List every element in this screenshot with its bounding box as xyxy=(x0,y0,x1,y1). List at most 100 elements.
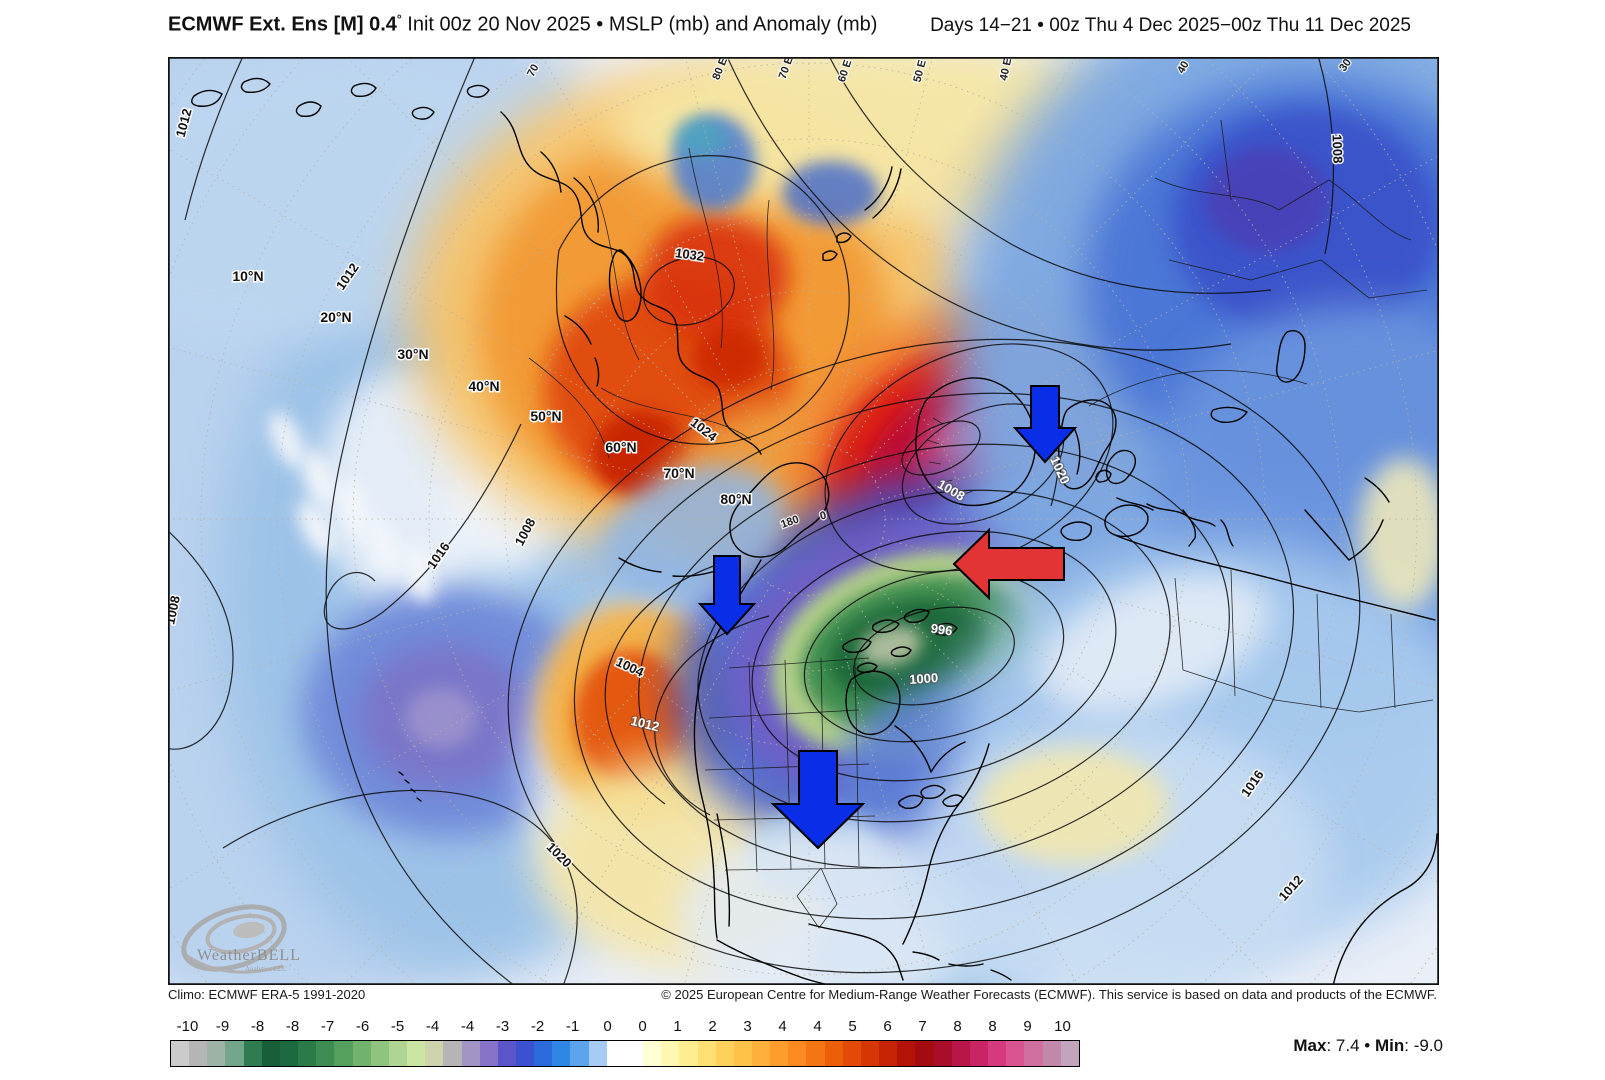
contour-label: 1032 xyxy=(674,245,705,264)
colorbar-segment xyxy=(661,1041,680,1066)
colorbar-segment xyxy=(951,1041,970,1066)
red-left-arrow-pole xyxy=(952,527,1065,601)
colorbar-segment xyxy=(552,1041,571,1066)
isobar-contours xyxy=(169,58,1361,984)
colorbar-tick-label: 4 xyxy=(778,1018,787,1035)
colorbar-tick-label: -1 xyxy=(565,1018,580,1035)
latitude-labels: 10°N 20°N 30°N 40°N 50°N 60°N 70°N 80°N xyxy=(231,267,753,509)
colorbar-segment xyxy=(534,1041,553,1066)
colorbar-segment xyxy=(370,1041,389,1066)
logo-sub-text: Analytics LLC xyxy=(245,965,287,973)
colorbar-segment xyxy=(352,1041,371,1066)
colorbar-tick-label: -5 xyxy=(390,1018,405,1035)
colorbar-tick-label: 7 xyxy=(918,1018,927,1035)
colorbar-tick-label: -2 xyxy=(530,1018,545,1035)
max-value: 7.4 xyxy=(1335,1036,1360,1055)
blue-down-arrow-barents xyxy=(1012,385,1078,464)
latitude-label: 70°N xyxy=(663,465,694,481)
colorbar-segment xyxy=(407,1041,426,1066)
latitude-label: 80°N xyxy=(720,491,751,507)
colorbar-tick-labels: -10 -9 -8 -8 -7 -6 -5 -4 -4 -3 -2 -1 0 0 1 2 3 4 4 5 6 7 8 8 9 10 xyxy=(170,1018,1080,1035)
colorbar-segment xyxy=(1060,1041,1079,1066)
colorbar-segment xyxy=(915,1041,934,1066)
logo-swirl-inner xyxy=(205,913,277,955)
colorbar-tick-label: 0 xyxy=(638,1018,647,1035)
colorbar-tick-label: -9 xyxy=(215,1018,230,1035)
meridian-label: 0 xyxy=(819,510,828,523)
latitude-label: 40°N xyxy=(468,378,499,394)
colorbar-segment xyxy=(225,1041,244,1066)
page-title: ECMWF Ext. Ens [M] 0.4° Init 00z 20 Nov … xyxy=(168,12,877,37)
colorbar-segment xyxy=(860,1041,880,1066)
valid-period: Days 14−21 • 00z Thu 4 Dec 2025−00z Thu … xyxy=(930,14,1411,36)
map-footer: Climo: ECMWF ERA-5 1991-2020 © 2025 Euro… xyxy=(168,987,1437,1002)
latitude-label: 60°N xyxy=(605,439,636,455)
colorbar-tick-label: 4 xyxy=(813,1018,822,1035)
colorbar-segment xyxy=(588,1041,607,1066)
colorbar-tick-label: -3 xyxy=(495,1018,510,1035)
colorbar-segment xyxy=(243,1041,262,1066)
colorbar-segment xyxy=(189,1041,208,1066)
contour-label: 996 xyxy=(930,621,954,639)
colorbar-segment xyxy=(497,1041,516,1066)
colorbar-segment xyxy=(897,1041,916,1066)
logo-brand-text: WeatherBELL xyxy=(197,947,301,964)
colorbar-tick-label: -10 xyxy=(176,1018,199,1035)
colorbar-segment xyxy=(570,1041,589,1066)
colorbar-segment xyxy=(479,1041,498,1066)
colorbar-segment xyxy=(171,1041,190,1066)
colorbar-segment xyxy=(806,1041,825,1066)
min-label: Min xyxy=(1374,1036,1405,1055)
colorbar-segment xyxy=(788,1041,807,1066)
colorbar-segment xyxy=(733,1041,752,1066)
colorbar-tick-label: -8 xyxy=(285,1018,300,1035)
colorbar-tick-label: -4 xyxy=(460,1018,475,1035)
coastlines xyxy=(191,77,1438,984)
colorbar-tick-label: -4 xyxy=(425,1018,440,1035)
colorbar-tick-label: 8 xyxy=(953,1018,962,1035)
anomaly-shading xyxy=(169,58,1438,984)
colorbar-segment xyxy=(606,1041,625,1066)
logo-swirl-core xyxy=(233,921,265,939)
colorbar-tick-label: 9 xyxy=(1023,1018,1032,1035)
logo-swoosh xyxy=(186,954,284,974)
colorbar-segment xyxy=(461,1041,480,1066)
colorbar-tick-label: 2 xyxy=(708,1018,717,1035)
colorbar-segment xyxy=(443,1041,462,1066)
colorbar-segment xyxy=(933,1041,952,1066)
colorbar-segment xyxy=(261,1041,280,1066)
map-canvas: 1012 1012 1016 1008 1008 1024 1032 1008 1020 996 1… xyxy=(168,57,1439,985)
colorbar-segment xyxy=(279,1041,299,1066)
latitude-label: 30°N xyxy=(397,346,428,362)
max-label: Max xyxy=(1293,1036,1327,1055)
colorbar-segment xyxy=(824,1041,843,1066)
colorbar-segment xyxy=(879,1041,898,1066)
colorbar-segment xyxy=(643,1041,662,1066)
colorbar-segment xyxy=(842,1041,861,1066)
header: ECMWF Ext. Ens [M] 0.4° Init 00z 20 Nov … xyxy=(168,12,1437,46)
colorbar-segment xyxy=(969,1041,989,1066)
latitude-label: 10°N xyxy=(232,268,263,284)
colorbar-segment xyxy=(1006,1041,1025,1066)
contour-label: 1000 xyxy=(909,670,939,687)
colorbar-segment xyxy=(697,1041,716,1066)
weather-map-image: 1012101210161008100810241032100810209961… xyxy=(169,58,1438,984)
colorbar-segment xyxy=(1024,1041,1043,1066)
colorbar-tick-label: 6 xyxy=(883,1018,892,1035)
copyright-note: © 2025 European Centre for Medium-Range … xyxy=(661,987,1437,1002)
colorbar-tick-label: 0 xyxy=(603,1018,612,1035)
colorbar-tick-label: 3 xyxy=(743,1018,752,1035)
latitude-label: 50°N xyxy=(530,408,561,424)
max-min-readout: Max: 7.4 • Min: -9.0 xyxy=(1293,1036,1443,1055)
contour-label: 1008 xyxy=(1329,134,1345,163)
colorbar-tick-label: 5 xyxy=(848,1018,857,1035)
blue-down-arrow-plains xyxy=(770,750,866,850)
colorbar-segment xyxy=(715,1041,734,1066)
colorbar-segment xyxy=(334,1041,353,1066)
colorbar-segment xyxy=(316,1041,335,1066)
colorbar xyxy=(170,1040,1080,1067)
colorbar-tick-label: 1 xyxy=(673,1018,682,1035)
colorbar-segment xyxy=(679,1041,698,1066)
colorbar-tick-label: 8 xyxy=(988,1018,997,1035)
